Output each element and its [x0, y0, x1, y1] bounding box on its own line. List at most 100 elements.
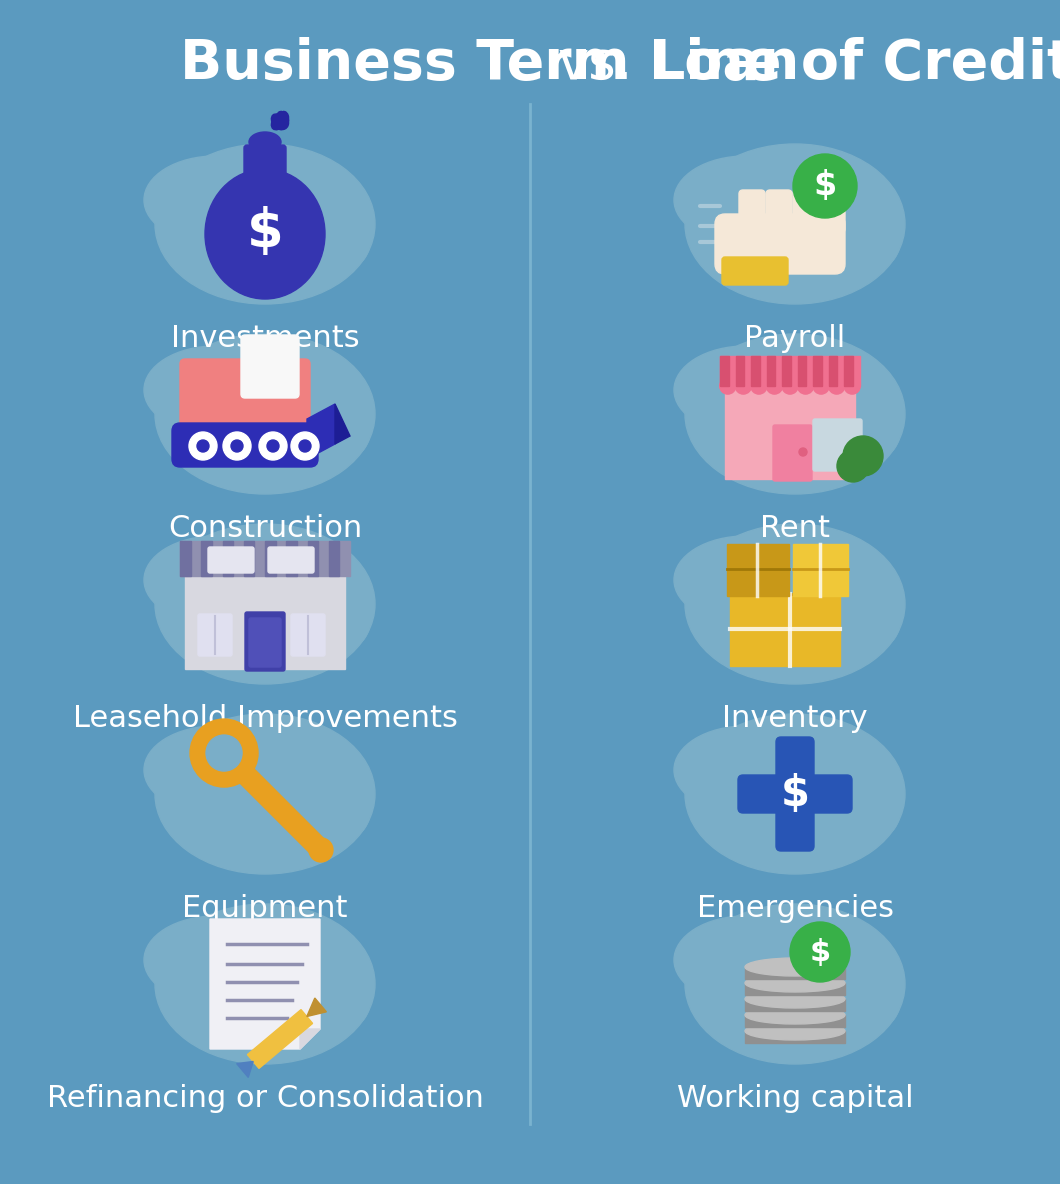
Ellipse shape: [144, 536, 287, 624]
Ellipse shape: [155, 334, 375, 494]
Ellipse shape: [674, 536, 817, 624]
FancyBboxPatch shape: [793, 189, 819, 233]
Circle shape: [843, 436, 883, 476]
Ellipse shape: [685, 714, 905, 874]
Circle shape: [189, 432, 217, 461]
FancyBboxPatch shape: [268, 547, 314, 573]
Ellipse shape: [685, 144, 905, 304]
Text: Leasehold Improvements: Leasehold Improvements: [72, 704, 458, 733]
Circle shape: [793, 154, 856, 218]
Circle shape: [292, 432, 319, 461]
Circle shape: [736, 378, 752, 394]
Ellipse shape: [745, 990, 845, 1008]
Polygon shape: [306, 998, 326, 1017]
Circle shape: [720, 378, 736, 394]
FancyBboxPatch shape: [727, 543, 789, 596]
Ellipse shape: [144, 156, 287, 244]
FancyBboxPatch shape: [241, 335, 299, 398]
Ellipse shape: [155, 144, 375, 304]
Ellipse shape: [248, 588, 370, 659]
Ellipse shape: [249, 131, 281, 152]
Ellipse shape: [271, 114, 286, 130]
Ellipse shape: [674, 916, 817, 1004]
Circle shape: [797, 378, 814, 394]
Ellipse shape: [745, 958, 845, 976]
Text: Rent: Rent: [760, 514, 830, 543]
Ellipse shape: [745, 1022, 845, 1040]
Ellipse shape: [685, 525, 905, 684]
Ellipse shape: [248, 778, 370, 850]
FancyBboxPatch shape: [722, 257, 788, 285]
FancyBboxPatch shape: [745, 983, 845, 995]
FancyBboxPatch shape: [208, 547, 254, 573]
Text: $: $: [247, 206, 283, 258]
Polygon shape: [244, 541, 254, 575]
Ellipse shape: [685, 334, 905, 494]
Polygon shape: [829, 356, 837, 386]
FancyBboxPatch shape: [249, 618, 281, 667]
Ellipse shape: [745, 974, 845, 992]
FancyBboxPatch shape: [813, 419, 862, 471]
Circle shape: [813, 378, 829, 394]
FancyBboxPatch shape: [198, 614, 232, 656]
Polygon shape: [329, 541, 339, 575]
Circle shape: [799, 448, 807, 456]
Polygon shape: [752, 356, 760, 386]
FancyBboxPatch shape: [180, 359, 310, 439]
Polygon shape: [766, 356, 775, 386]
Polygon shape: [286, 541, 297, 575]
Polygon shape: [813, 356, 822, 386]
Polygon shape: [236, 1062, 253, 1077]
Polygon shape: [300, 1029, 320, 1049]
Ellipse shape: [144, 726, 287, 815]
Circle shape: [259, 432, 287, 461]
Ellipse shape: [277, 111, 288, 129]
Ellipse shape: [144, 346, 287, 435]
Ellipse shape: [674, 156, 817, 244]
Text: $: $: [810, 938, 831, 966]
FancyBboxPatch shape: [738, 776, 852, 813]
Circle shape: [837, 450, 869, 482]
Ellipse shape: [778, 398, 900, 470]
Circle shape: [231, 440, 243, 452]
Polygon shape: [222, 751, 328, 857]
Polygon shape: [335, 404, 350, 444]
Polygon shape: [798, 356, 807, 386]
FancyBboxPatch shape: [292, 614, 325, 656]
Circle shape: [782, 378, 798, 394]
Text: vs.: vs.: [558, 38, 633, 90]
Ellipse shape: [271, 114, 286, 130]
Text: Construction: Construction: [167, 514, 363, 543]
FancyBboxPatch shape: [745, 1031, 845, 1043]
FancyBboxPatch shape: [716, 214, 845, 274]
Text: Refinancing or Consolidation: Refinancing or Consolidation: [47, 1085, 483, 1113]
FancyBboxPatch shape: [725, 379, 855, 480]
Circle shape: [197, 440, 209, 452]
Ellipse shape: [155, 525, 375, 684]
Circle shape: [223, 432, 251, 461]
FancyBboxPatch shape: [739, 189, 765, 233]
Polygon shape: [307, 404, 335, 459]
Ellipse shape: [674, 726, 817, 815]
FancyBboxPatch shape: [745, 1015, 845, 1027]
FancyBboxPatch shape: [776, 736, 814, 851]
Text: Emergencies: Emergencies: [696, 894, 894, 924]
Ellipse shape: [248, 398, 370, 470]
Ellipse shape: [155, 714, 375, 874]
Text: Payroll: Payroll: [744, 324, 846, 353]
Circle shape: [790, 922, 850, 982]
Circle shape: [829, 378, 845, 394]
Polygon shape: [845, 356, 853, 386]
Text: $: $: [813, 169, 836, 202]
Text: Inventory: Inventory: [722, 704, 868, 733]
Ellipse shape: [778, 588, 900, 659]
Polygon shape: [210, 919, 320, 1049]
Circle shape: [206, 735, 242, 771]
Text: Business Term Loan: Business Term Loan: [180, 37, 799, 91]
Ellipse shape: [778, 969, 900, 1040]
Ellipse shape: [248, 208, 370, 279]
FancyBboxPatch shape: [244, 144, 286, 179]
Ellipse shape: [778, 778, 900, 850]
FancyBboxPatch shape: [745, 967, 845, 979]
Ellipse shape: [674, 346, 817, 435]
